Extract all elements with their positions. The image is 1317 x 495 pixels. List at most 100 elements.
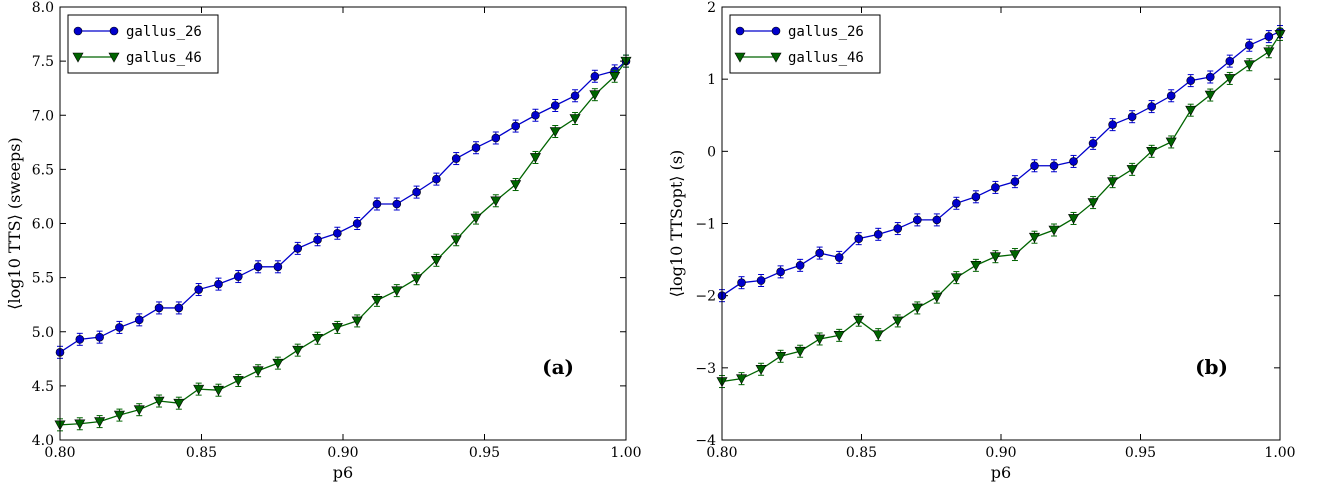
data-point xyxy=(989,252,1001,263)
x-tick-label: 1.00 xyxy=(1264,445,1295,461)
panel-a: 0.80 0.85 0.90 0.95 1.00 4.0 4.5 5.0 5.5 6.0 6.5 7.… xyxy=(5,0,642,482)
data-point xyxy=(95,332,104,342)
data-point xyxy=(412,187,421,197)
data-point xyxy=(755,364,767,375)
series-gallus_26 xyxy=(55,54,631,359)
data-point xyxy=(549,127,561,138)
data-point xyxy=(233,272,243,281)
data-point xyxy=(451,154,461,163)
data-point xyxy=(313,235,322,245)
data-point xyxy=(932,215,942,225)
data-point xyxy=(1108,120,1117,129)
data-point xyxy=(272,358,284,369)
data-point xyxy=(775,351,787,362)
data-point xyxy=(193,384,205,395)
x-tick-label: 0.95 xyxy=(1125,445,1156,461)
panel-b: 0.80 0.85 0.90 0.95 1.00 −4 −3 −2 −1 0 1 2 gallus_26… xyxy=(667,0,1296,482)
plot-frame xyxy=(721,6,1281,441)
data-point xyxy=(893,224,903,233)
y-tick-label: 1 xyxy=(707,72,716,88)
y-tick-label: 8.0 xyxy=(32,0,54,16)
y-tick-label: −1 xyxy=(695,217,716,233)
data-point xyxy=(293,244,303,253)
legend: gallus_26 gallus_46 xyxy=(67,14,219,74)
data-point xyxy=(252,366,264,377)
legend-marker xyxy=(734,52,746,63)
series-line xyxy=(721,34,1281,383)
data-point xyxy=(1107,177,1119,188)
data-point xyxy=(1069,157,1078,166)
legend-marker xyxy=(770,52,782,63)
data-point xyxy=(853,315,865,326)
data-point xyxy=(550,101,560,110)
data-point xyxy=(590,71,600,81)
legend-label: gallus_26 xyxy=(788,24,864,40)
data-point xyxy=(1224,74,1236,85)
x-tick-label: 1.00 xyxy=(610,445,641,461)
data-point xyxy=(94,417,106,428)
data-point xyxy=(833,331,845,341)
data-point xyxy=(491,133,501,143)
data-point xyxy=(351,316,363,327)
data-point xyxy=(1126,165,1138,175)
x-tick-label: 0.90 xyxy=(985,445,1016,461)
data-point xyxy=(1264,32,1274,41)
data-point xyxy=(173,398,185,409)
data-point xyxy=(1049,161,1059,171)
data-point xyxy=(312,333,324,344)
data-point xyxy=(133,405,145,416)
data-point xyxy=(411,274,423,285)
data-point xyxy=(589,90,601,101)
data-point xyxy=(814,334,826,345)
data-point xyxy=(1225,56,1235,66)
data-point xyxy=(470,213,482,224)
data-point xyxy=(1245,40,1254,50)
data-point xyxy=(1205,72,1215,82)
data-point xyxy=(911,303,923,314)
panel-label: (b) xyxy=(1195,355,1228,379)
data-point xyxy=(531,110,540,120)
data-point xyxy=(253,262,263,272)
data-point xyxy=(570,91,580,101)
data-point xyxy=(872,330,884,341)
data-point xyxy=(952,198,961,208)
data-point xyxy=(873,230,883,239)
x-axis-title: p6 xyxy=(333,463,353,482)
data-point xyxy=(1010,177,1020,186)
data-point xyxy=(1185,105,1197,116)
x-tick-label: 0.80 xyxy=(44,445,75,461)
data-point xyxy=(529,153,541,164)
data-point xyxy=(1068,214,1080,225)
x-tick-label: 0.85 xyxy=(186,445,217,461)
data-point xyxy=(212,385,224,396)
legend-marker xyxy=(771,26,781,36)
y-tick-label: 7.5 xyxy=(32,54,54,70)
data-point xyxy=(950,273,962,284)
data-point xyxy=(970,261,982,271)
x-tick-label: 0.85 xyxy=(846,445,877,461)
data-point xyxy=(74,419,86,430)
data-point xyxy=(991,183,1000,192)
data-point xyxy=(569,114,581,125)
data-point xyxy=(1147,102,1156,111)
legend-marker xyxy=(735,26,745,36)
x-axis-title: p6 xyxy=(991,463,1011,482)
y-tick-label: 5.0 xyxy=(32,325,54,341)
data-point xyxy=(1243,60,1255,71)
data-point xyxy=(391,286,403,297)
data-point xyxy=(75,335,85,344)
data-point xyxy=(372,199,382,209)
data-point xyxy=(214,279,223,289)
data-point xyxy=(834,253,844,262)
data-point xyxy=(756,276,766,285)
data-point xyxy=(1087,198,1099,209)
data-point xyxy=(511,121,520,131)
series-gallus_46 xyxy=(54,54,632,432)
y-tick-label: 6.5 xyxy=(32,162,54,178)
data-point xyxy=(432,174,441,184)
legend-box xyxy=(67,14,219,74)
data-point xyxy=(1028,232,1040,243)
legend-marker xyxy=(73,26,83,36)
data-point xyxy=(113,410,125,421)
